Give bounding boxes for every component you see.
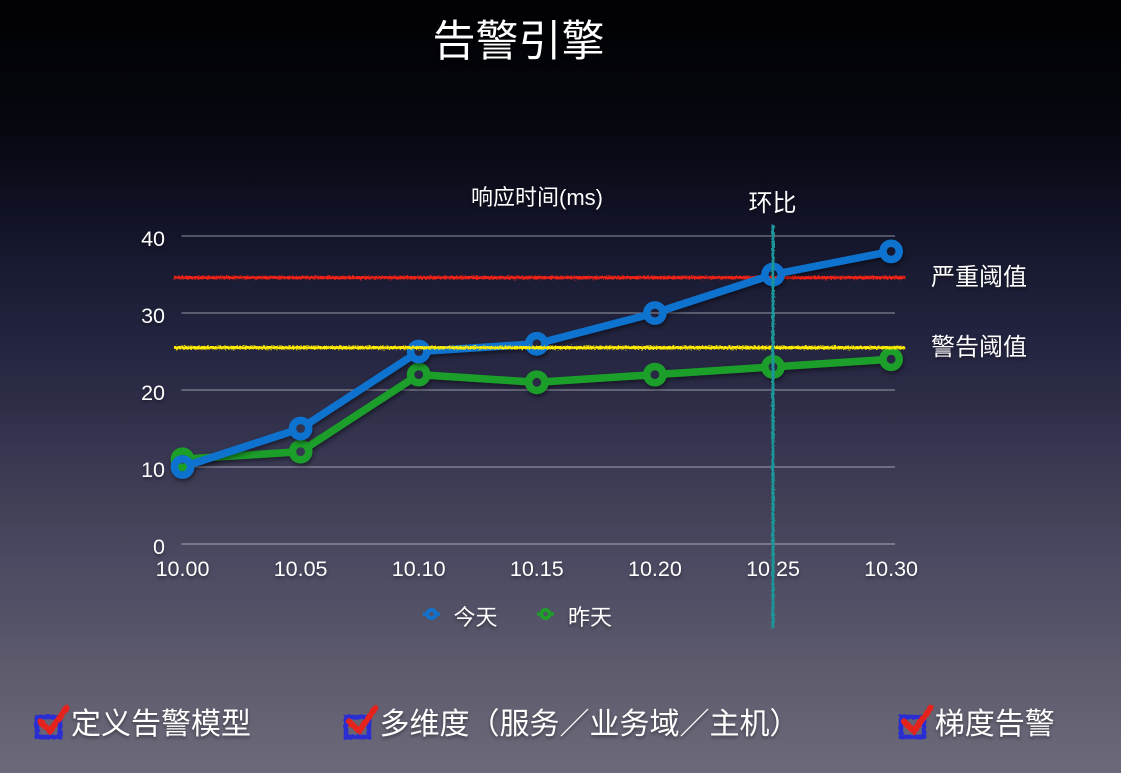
threshold-label: 严重阈值 — [931, 263, 1027, 291]
legend-label: 今天 — [453, 605, 498, 630]
annotation-label: 环比 — [748, 190, 797, 217]
chart-title: 响应时间(ms) — [471, 185, 603, 210]
slide-title: 告警引擎 — [432, 18, 605, 66]
legend-label: 昨天 — [568, 605, 613, 630]
bullet-item: 多维度（服务／业务域／主机） — [342, 704, 800, 746]
y-tick-label: 10 — [141, 458, 165, 482]
x-tick-label: 10.10 — [391, 557, 446, 581]
checkbox-checked-icon — [33, 704, 71, 746]
threshold-label: 警告阈值 — [931, 333, 1027, 361]
legend-item: 昨天 — [537, 603, 613, 630]
legend-item: 今天 — [422, 603, 498, 630]
x-tick-label: 10.30 — [864, 557, 918, 581]
x-tick-label: 10.05 — [273, 557, 328, 581]
checkbox-checked-icon — [342, 704, 380, 746]
bullet-label: 梯度告警 — [934, 708, 1055, 741]
y-tick-label: 0 — [153, 535, 165, 559]
x-tick-label: 10.25 — [746, 557, 800, 581]
x-tick-label: 10.15 — [509, 557, 564, 581]
checkbox-checked-icon — [897, 704, 935, 746]
x-tick-label: 10.20 — [627, 557, 682, 581]
legend-marker — [537, 607, 554, 621]
y-tick-label: 30 — [141, 304, 165, 328]
legend-marker — [422, 607, 440, 621]
bullet-label: 多维度（服务／业务域／主机） — [379, 708, 800, 741]
y-tick-label: 40 — [141, 227, 165, 251]
bullet-item: 定义告警模型 — [33, 704, 251, 746]
bullet-label: 定义告警模型 — [71, 708, 251, 741]
y-tick-label: 20 — [141, 381, 165, 405]
x-tick-label: 10.00 — [155, 557, 210, 581]
bullet-item: 梯度告警 — [897, 704, 1055, 746]
